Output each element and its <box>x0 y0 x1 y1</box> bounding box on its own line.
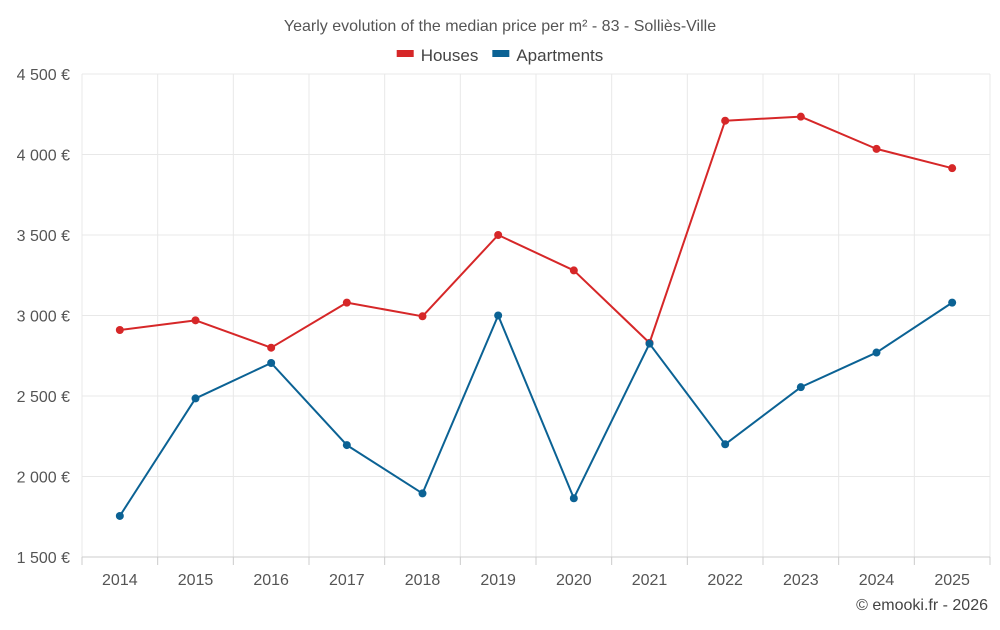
houses-line <box>119 115 953 349</box>
x-tick-label: 2021 <box>632 572 668 589</box>
apartments-point[interactable] <box>645 339 654 348</box>
houses-point[interactable] <box>569 266 578 275</box>
houses-point[interactable] <box>267 343 276 352</box>
y-tick-label: 2 500 € <box>17 389 70 406</box>
y-tick-label: 1 500 € <box>17 550 70 567</box>
x-axis: 2014 2015 2016 2017 2018 2019 2020 2021 2022 2023… <box>81 556 991 589</box>
apartments-point[interactable] <box>342 441 351 450</box>
houses-point[interactable] <box>342 298 351 307</box>
grid <box>81 73 991 557</box>
apartments-point[interactable] <box>115 511 124 520</box>
series <box>115 112 957 520</box>
y-tick-label: 4 500 € <box>17 67 70 84</box>
x-tick-label: 2017 <box>329 572 365 589</box>
apartments-point[interactable] <box>872 348 881 357</box>
houses-point[interactable] <box>418 312 427 321</box>
x-tick-label: 2025 <box>934 572 970 589</box>
x-tick-label: 2016 <box>253 572 289 589</box>
apartments-point[interactable] <box>418 489 427 498</box>
x-tick-label: 2019 <box>480 572 516 589</box>
houses-point[interactable] <box>115 325 124 334</box>
x-tick-label: 2014 <box>102 572 138 589</box>
houses-point[interactable] <box>948 164 957 173</box>
legend-label: Apartments <box>516 46 603 65</box>
y-tick-label: 4 000 € <box>17 148 70 165</box>
x-tick-label: 2023 <box>783 572 819 589</box>
legend-item-apartments[interactable]: Apartments <box>492 46 603 65</box>
legend-label: Houses <box>421 46 479 65</box>
y-tick-label: 2 000 € <box>17 470 70 487</box>
apartments-point[interactable] <box>796 383 805 392</box>
houses-point[interactable] <box>494 231 503 239</box>
legend-swatch <box>492 50 510 57</box>
apartments-point[interactable] <box>948 298 957 307</box>
y-axis: 1 500 € 2 000 € 2 500 € 3 000 € 3 500 € 4 000… <box>17 67 70 567</box>
houses-point[interactable] <box>872 144 881 153</box>
legend: Houses Apartments <box>396 46 603 65</box>
credit-text: © emooki.fr - 2026 <box>856 597 988 614</box>
houses-point[interactable] <box>796 112 805 121</box>
y-tick-label: 3 000 € <box>17 309 70 326</box>
x-tick-label: 2022 <box>707 572 743 589</box>
apartments-line <box>118 301 953 517</box>
apartments-point[interactable] <box>267 358 276 367</box>
y-tick-label: 3 500 € <box>17 228 70 245</box>
legend-swatch <box>396 50 414 57</box>
apartments-point[interactable] <box>721 440 730 449</box>
apartments-point[interactable] <box>494 311 503 320</box>
x-tick-label: 2024 <box>859 572 895 589</box>
houses-point[interactable] <box>191 316 200 325</box>
chart-title: Yearly evolution of the median price per… <box>284 18 716 35</box>
x-tick-label: 2018 <box>405 572 441 589</box>
legend-item-houses[interactable]: Houses <box>396 46 479 65</box>
apartments-point[interactable] <box>191 394 200 403</box>
houses-point[interactable] <box>721 116 730 125</box>
x-tick-label: 2020 <box>556 572 592 589</box>
x-tick-label: 2015 <box>178 572 214 589</box>
apartments-point[interactable] <box>569 494 578 503</box>
